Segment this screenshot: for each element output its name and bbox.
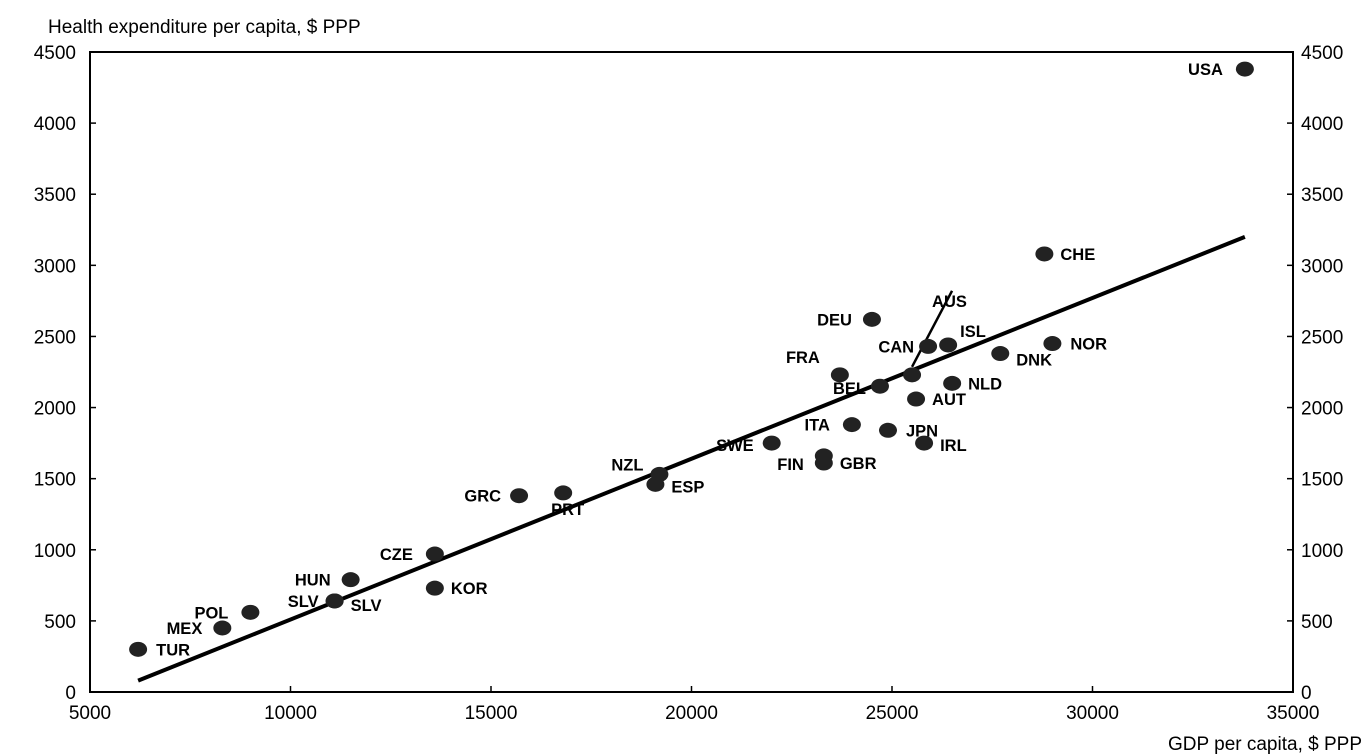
point-label: JPN (906, 422, 938, 440)
x-tick-label: 5000 (69, 703, 111, 724)
point-label: POL (194, 604, 228, 622)
point-label: FRA (786, 349, 820, 367)
y-tick-label-left: 0 (65, 683, 76, 704)
data-point (213, 620, 232, 636)
data-point (241, 604, 260, 620)
data-point (762, 435, 781, 451)
point-label: ITA (805, 417, 830, 435)
data-point (939, 337, 958, 353)
point-label: HUN (295, 572, 331, 590)
y-tick-label-left: 3000 (34, 256, 76, 277)
y-axis-title: Health expenditure per capita, $ PPP (48, 17, 361, 38)
y-tick-label-left: 2000 (34, 399, 76, 420)
y-tick-label-right: 2000 (1301, 399, 1343, 420)
point-label: SWE (716, 437, 754, 455)
point-label: FIN (777, 456, 804, 474)
trend-line (137, 235, 1246, 683)
x-tick-label: 20000 (665, 703, 718, 724)
y-tick-label-left: 1000 (34, 541, 76, 562)
axis-ticks: 0 0 500 500 1000 1000 1500 1500 2000 2000 2500 2500… (34, 43, 1344, 724)
data-point (915, 435, 934, 451)
y-tick-label-right: 500 (1301, 612, 1333, 633)
y-tick-label-right: 1000 (1301, 541, 1343, 562)
aus-leader-line (910, 290, 954, 368)
y-tick-label-left: 1500 (34, 470, 76, 491)
x-tick-label: 30000 (1066, 703, 1119, 724)
point-label: CAN (878, 338, 914, 356)
x-tick-label: 35000 (1267, 703, 1320, 724)
y-tick-label-right: 3500 (1301, 185, 1343, 206)
data-point (907, 391, 926, 407)
data-point (129, 641, 148, 657)
data-point (425, 546, 444, 562)
data-point (1035, 246, 1054, 262)
plot-area-frame (89, 51, 1294, 693)
data-point (862, 311, 881, 327)
x-axis-title: GDP per capita, $ PPP (1168, 734, 1362, 755)
y-tick-label-right: 4500 (1301, 43, 1343, 64)
data-point (325, 593, 344, 609)
point-label: CHE (1060, 246, 1095, 264)
y-tick-label-right: 3000 (1301, 256, 1343, 277)
y-tick-label-left: 3500 (34, 185, 76, 206)
x-tick-label: 25000 (866, 703, 919, 724)
data-point (878, 422, 897, 438)
data-point (943, 375, 962, 391)
point-label: ISL (960, 323, 986, 341)
point-label: GBR (840, 455, 877, 473)
point-label: TUR (156, 641, 190, 659)
point-label: SLV (351, 597, 382, 615)
trend-line-group (137, 235, 1246, 683)
point-label: NZL (611, 456, 643, 474)
data-point (510, 488, 529, 504)
data-point (903, 367, 922, 383)
y-tick-label-left: 2500 (34, 327, 76, 348)
annotation-group (910, 290, 954, 368)
y-tick-label-left: 4500 (34, 43, 76, 64)
point-label: IRL (940, 437, 967, 455)
y-tick-label-right: 1500 (1301, 470, 1343, 491)
point-label: AUT (932, 391, 966, 409)
y-tick-label-right: 0 (1301, 683, 1312, 704)
data-point (842, 417, 861, 433)
point-label: GRC (464, 488, 501, 506)
point-label: ESP (671, 478, 704, 496)
data-point (554, 485, 573, 501)
data-point (646, 476, 665, 492)
point-label: DEU (817, 311, 852, 329)
point-label: KOR (451, 580, 488, 598)
point-label: MEX (167, 620, 203, 638)
point-label: NLD (968, 375, 1002, 393)
data-point (814, 455, 833, 471)
data-point (1235, 61, 1254, 77)
point-label: BEL (833, 380, 866, 398)
data-point (870, 378, 889, 394)
x-tick-label: 15000 (465, 703, 518, 724)
data-point (425, 580, 444, 596)
point-label: AUS (932, 293, 967, 311)
point-label: SLV (288, 593, 319, 611)
point-label: PRT (551, 501, 584, 519)
data-point (919, 338, 938, 354)
data-point (991, 346, 1010, 362)
y-tick-label-left: 4000 (34, 114, 76, 135)
x-tick-label: 10000 (264, 703, 317, 724)
y-tick-label-right: 2500 (1301, 327, 1343, 348)
data-point (341, 572, 360, 588)
point-label: DNK (1016, 352, 1052, 370)
y-tick-label-right: 4000 (1301, 114, 1343, 135)
point-label: USA (1188, 61, 1223, 79)
point-label: CZE (380, 546, 413, 564)
y-tick-label-left: 500 (44, 612, 76, 633)
data-point (830, 367, 849, 383)
data-points (129, 61, 1254, 657)
point-label: NOR (1070, 336, 1107, 354)
data-point (1043, 336, 1062, 352)
